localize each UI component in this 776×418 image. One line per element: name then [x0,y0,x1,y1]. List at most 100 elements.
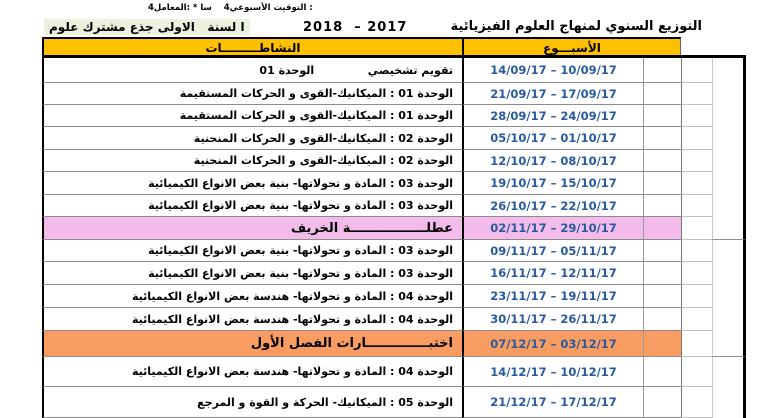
filler-cell [643,240,681,262]
column-header-week: الأسبـــوع [462,37,681,55]
week-cell: 14/12/17 – 10/12/17 [462,357,643,387]
schedule-row: الوحدة 04 : المادة و تحولاتها- هندسة بعض… [42,357,746,387]
margin-cell-outer [712,357,746,387]
margin-cell-inner [681,331,712,357]
schedule-row: الوحدة 04 : المادة و تحولاتها- هندسة بعض… [42,285,746,308]
school-years: 2018 – 2017 [303,20,408,35]
filler-cell [643,217,681,240]
filler-cell [643,127,681,150]
margin-cell-inner [681,217,712,240]
week-cell: 28/09/17 – 24/09/17 [462,105,643,127]
margin-cell-outer [712,105,746,127]
filler-cell [643,262,681,285]
week-cell: 05/10/17 – 01/10/17 [462,127,643,150]
activity-cell: الوحدة 02 : الميكانيك-القوى و الحركات ال… [42,150,462,172]
filler-cell [643,172,681,195]
filler-cell [643,195,681,217]
activity-cell: الوحدة 03 : المادة و تحولاتها- بنية بعض … [42,195,462,217]
filler-cell [643,83,681,105]
activity-cell: الوحدة 03 : المادة و تحولاتها- بنية بعض … [42,262,462,285]
activity-cell: الوحدة 03 : المادة و تحولاتها- بنية بعض … [42,172,462,195]
margin-cell-inner [681,58,712,83]
filler-cell [643,58,681,83]
filler-cell [643,285,681,308]
margin-cell-inner [681,285,712,308]
week-cell: 23/11/17 – 19/11/17 [462,285,643,308]
schedule-row: الوحدة 03 : المادة و تحولاتها- بنية بعض … [42,195,746,217]
margin-cell-inner [681,172,712,195]
schedule-row: الوحدة 01 : الميكانيك-القوى و الحركات ال… [42,83,746,105]
margin-cell-inner [681,387,712,418]
week-cell: 21/12/17 – 17/12/17 [462,387,643,418]
margin-cell-outer [712,150,746,172]
margin-cell-outer [712,58,746,83]
margin-cell-inner [681,150,712,172]
schedule-row: الوحدة 02 : الميكانيك-القوى و الحركات ال… [42,127,746,150]
margin-cell-outer [712,217,746,240]
column-header-activities: النشاطـــــــــات [42,37,462,55]
activity-cell: الوحدة 02 : الميكانيك-القوى و الحركات ال… [42,127,462,150]
page-title: التوزيع السنوي لمنهاج العلوم الفيزيائية [450,19,702,34]
margin-cell-outer [712,83,746,105]
week-cell: 30/11/17 – 26/11/17 [462,308,643,331]
margin-cell-outer [712,127,746,150]
week-cell: 12/10/17 – 08/10/17 [462,150,643,172]
week-cell: 16/11/17 – 12/11/17 [462,262,643,285]
margin-cell-inner [681,240,712,262]
activity-cell: الوحدة 01 : الميكانيك-القوى و الحركات ال… [42,83,462,105]
schedule-row: الوحدة 01 : الميكانيك-القوى و الحركات ال… [42,105,746,127]
margin-cell-inner [681,262,712,285]
week-cell: 21/09/17 – 17/09/17 [462,83,643,105]
margin-cell-inner [681,127,712,150]
activity-cell: الوحدة 04 : المادة و تحولاتها- هندسة بعض… [42,308,462,331]
activity-cell: الوحدة 05 : الميكانيك- الحركة و القوة و … [42,387,462,418]
coefficient-timing-note: 4المعامل‎: * سا‎ 4التوقيت الأسبوعي‎ : [148,3,313,13]
week-cell: 26/10/17 – 22/10/17 [462,195,643,217]
schedule-table: النشاطـــــــــات الأسبـــوع تقويم تشخيص… [42,37,746,418]
week-cell: 14/09/17 – 10/09/17 [462,58,643,83]
activity-cell: الوحدة 03 : المادة و تحولاتها- بنية بعض … [42,240,462,262]
activity-cell: الوحدة 01 : الميكانيك-القوى و الحركات ال… [42,105,462,127]
margin-cell-outer [712,285,746,308]
margin-cell-inner [681,105,712,127]
margin-cell-inner [681,195,712,217]
filler-cell [643,150,681,172]
activity-cell: اختبــــــــــــــارات الفصل الأول [42,331,462,357]
grade-level: ا لسنة الاولى جذع مشترك علوم [44,19,250,35]
margin-cell-outer [712,262,746,285]
margin-cell-inner [681,308,712,331]
margin-cell-outer [712,195,746,217]
margin-cell-inner [681,357,712,387]
filler-cell [643,357,681,387]
schedule-row: الوحدة 04 : المادة و تحولاتها- هندسة بعض… [42,308,746,331]
filler-cell [643,308,681,331]
margin-cell-outer [712,387,746,418]
week-cell: 09/11/17 – 05/11/17 [462,240,643,262]
activity-cell: عطلـــــــــــــــــة الخريف [42,217,462,240]
schedule-row: الوحدة 03 : المادة و تحولاتها- بنية بعض … [42,240,746,262]
activity-cell: الوحدة 04 : المادة و تحولاتها- هندسة بعض… [42,285,462,308]
week-cell: 07/12/17 – 03/12/17 [462,331,643,357]
week-cell: 02/11/17 – 29/10/17 [462,217,643,240]
margin-cell-outer [712,240,746,262]
margin-cell-outer [712,172,746,195]
schedule-row: الوحدة 03 : المادة و تحولاتها- بنية بعض … [42,172,746,195]
activity-cell: الوحدة 04 : المادة و تحولاتها- هندسة بعض… [42,357,462,387]
activity-cell: تقويم تشخيصي الوحدة 01 [42,58,462,83]
margin-cell-outer [712,331,746,357]
exam-row: اختبــــــــــــــارات الفصل الأول 07/12/… [42,331,746,357]
schedule-row: الوحدة 03 : المادة و تحولاتها- بنية بعض … [42,262,746,285]
holiday-row: عطلـــــــــــــــــة الخريف 02/11/17 – 2… [42,217,746,240]
margin-cell-outer [712,308,746,331]
margin-header-inner [681,37,712,55]
table-body: تقويم تشخيصي الوحدة 01 14/09/17 – 10/09/1… [42,58,746,418]
margin-header-outer [712,37,746,55]
filler-cell [643,105,681,127]
schedule-row: الوحدة 02 : الميكانيك-القوى و الحركات ال… [42,150,746,172]
margin-cell-inner [681,83,712,105]
table-header-row: النشاطـــــــــات الأسبـــوع [42,37,746,58]
filler-cell [643,331,681,357]
schedule-row: تقويم تشخيصي الوحدة 01 14/09/17 – 10/09/1… [42,58,746,83]
schedule-row: الوحدة 05 : الميكانيك- الحركة و القوة و … [42,387,746,418]
